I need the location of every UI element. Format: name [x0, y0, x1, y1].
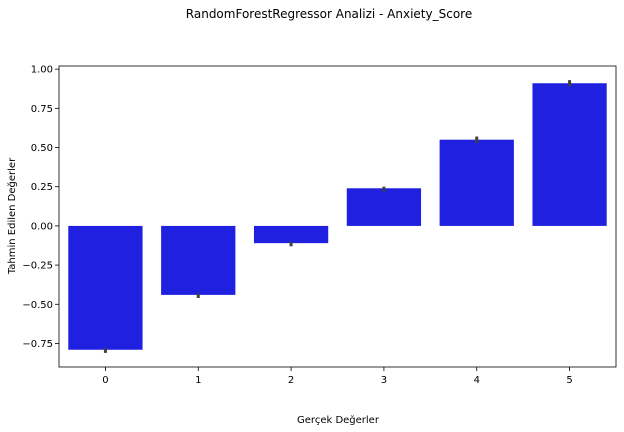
bar-1 [161, 225, 236, 295]
x-tick-label-4: 4 [474, 375, 480, 386]
x-axis: 0 1 2 3 4 5 [102, 367, 573, 386]
bar-4 [439, 139, 514, 226]
error-bars-layer [103, 80, 572, 353]
y-tick-label: 0.50 [31, 143, 53, 154]
bar-3 [346, 188, 422, 226]
y-tick-label: 0.00 [31, 221, 53, 232]
y-axis: −0.75 −0.50 −0.25 0.00 0.25 0.50 0.75 1.00 [22, 65, 59, 350]
y-axis-title: Tahmin Edilen Değerler [6, 157, 18, 275]
y-tick-label: −0.50 [22, 300, 53, 311]
x-axis-title: Gerçek Değerler [297, 414, 380, 426]
x-tick-label-1: 1 [195, 375, 201, 386]
y-tick-label: 0.25 [31, 182, 53, 193]
y-tick-label: −0.75 [22, 339, 53, 350]
x-tick-label-3: 3 [381, 375, 387, 386]
bar-2 [253, 225, 329, 244]
y-tick-label: 1.00 [31, 65, 53, 76]
x-tick-label-2: 2 [288, 375, 294, 386]
bar-0 [68, 225, 143, 350]
y-tick-label: −0.25 [22, 261, 53, 272]
x-tick-label-0: 0 [102, 375, 108, 386]
bars-layer [68, 83, 607, 350]
plot-frame [58, 65, 617, 368]
bar-5 [532, 83, 607, 226]
chart-title: RandomForestRegressor Analizi - Anxiety_… [186, 7, 472, 21]
x-tick-label-5: 5 [566, 375, 572, 386]
y-tick-label: 0.75 [31, 104, 53, 115]
